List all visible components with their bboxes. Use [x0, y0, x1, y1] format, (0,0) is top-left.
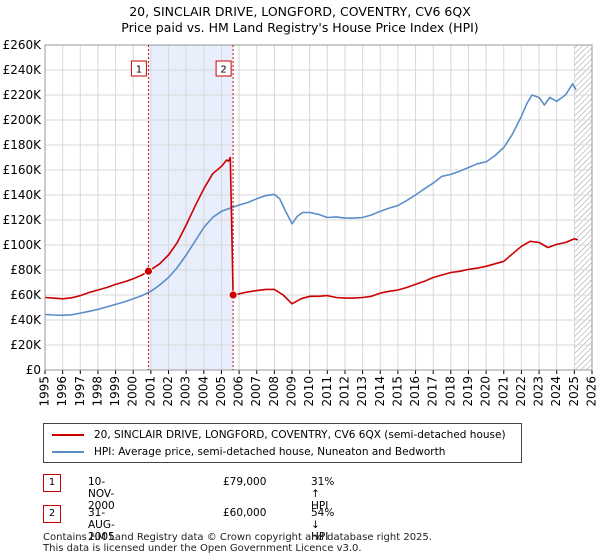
x-tick-label: 1996: [55, 376, 69, 407]
legend-item-property: 20, SINCLAIR DRIVE, LONGFORD, COVENTRY, …: [52, 427, 506, 443]
legend-item-hpi: HPI: Average price, semi-detached house,…: [52, 444, 445, 460]
marker-badge-box: [130, 60, 147, 77]
sale-point: [144, 266, 153, 276]
y-tick-label: £180K: [3, 138, 43, 152]
footer-line-2: This data is licensed under the Open Gov…: [43, 543, 362, 554]
marker-badge-box: [215, 60, 232, 77]
x-tick-label: 2004: [196, 376, 210, 407]
x-tick-label: 2001: [143, 376, 157, 407]
y-tick-label: £80K: [10, 263, 42, 277]
transaction-price: £60,000: [223, 507, 267, 519]
legend: 20, SINCLAIR DRIVE, LONGFORD, COVENTRY, …: [43, 423, 522, 463]
y-tick-label: £240K: [3, 63, 43, 77]
x-tick-label: 2026: [585, 376, 599, 407]
x-tick-label: 2005: [214, 376, 228, 407]
transaction-badge: 2: [43, 505, 61, 523]
x-tick-label: 2022: [514, 376, 528, 407]
transaction-badge: 1: [43, 474, 61, 492]
x-tick-label: 2024: [549, 376, 563, 407]
x-tick-label: 2019: [461, 376, 475, 407]
x-tick-label: 2008: [267, 376, 281, 407]
x-tick-label: 1995: [38, 376, 52, 407]
y-tick-label: £160K: [3, 163, 43, 177]
transaction-date: 10-NOV-2000: [88, 476, 115, 512]
x-tick-label: 2002: [161, 376, 175, 407]
legend-swatch-blue: [52, 451, 84, 453]
x-tick-label: 2000: [126, 376, 140, 407]
x-tick-label: 1999: [108, 376, 122, 407]
transaction-hpi-diff: 54% ↓ HPI: [311, 507, 335, 543]
transaction-hpi-diff: 31% ↑ HPI: [311, 476, 335, 512]
x-tick-label: 1998: [90, 376, 104, 407]
x-tick-label: 2014: [373, 376, 387, 407]
legend-label-property: 20, SINCLAIR DRIVE, LONGFORD, COVENTRY, …: [94, 429, 506, 441]
marker-badge-label: 1: [136, 65, 142, 76]
transaction-date: 31-AUG-2005: [88, 507, 115, 543]
x-tick-label: 2016: [408, 376, 422, 407]
y-tick-label: £40K: [10, 313, 42, 327]
price-chart: £0 £20K £40K £60K £80K £100K £120K £140K £160K £1…: [3, 38, 599, 407]
x-tick-label: 2010: [302, 376, 316, 407]
x-tick-label: 2013: [355, 376, 369, 407]
x-tick-label: 2017: [426, 376, 440, 407]
x-tick-label: 2012: [337, 376, 351, 407]
plot-area: [45, 45, 592, 370]
y-tick-label: £20K: [10, 338, 42, 352]
x-tick-label: 2025: [567, 376, 581, 407]
x-tick-label: 2011: [320, 376, 334, 407]
y-tick-label: £220K: [3, 88, 43, 102]
x-tick-label: 2006: [232, 376, 246, 407]
chart-title: 20, SINCLAIR DRIVE, LONGFORD, COVENTRY, …: [129, 4, 471, 19]
y-tick-label: £60K: [10, 288, 42, 302]
x-tick-label: 2020: [479, 376, 493, 407]
x-tick-label: 2023: [532, 376, 546, 407]
footer-line-1: Contains HM Land Registry data © Crown c…: [43, 532, 432, 543]
y-tick-label: £200K: [3, 113, 43, 127]
chart-subtitle: Price paid vs. HM Land Registry's House …: [121, 20, 479, 35]
x-tick-label: 1997: [73, 376, 87, 407]
x-tick-label: 2003: [179, 376, 193, 407]
series-line-property: [44, 156, 579, 305]
legend-label-hpi: HPI: Average price, semi-detached house,…: [94, 446, 446, 458]
plot-frame: [44, 44, 593, 371]
legend-swatch-red: [52, 434, 84, 436]
y-tick-label: £140K: [3, 188, 43, 202]
x-tick-label: 2007: [249, 376, 263, 407]
marker-badge-label: 2: [220, 65, 226, 76]
y-tick-label: £100K: [3, 238, 43, 252]
y-tick-label: £120K: [3, 213, 43, 227]
series-line-hpi: [44, 83, 577, 317]
x-tick-label: 2009: [285, 376, 299, 407]
y-tick-label: £260K: [3, 38, 43, 52]
x-tick-label: 2018: [443, 376, 457, 407]
sale-point: [228, 290, 238, 300]
shaded-region: [148, 45, 234, 370]
forecast-hatch: [574, 45, 592, 370]
x-tick-label: 2015: [390, 376, 404, 407]
footer: Contains HM Land Registry data © Crown c…: [43, 532, 432, 554]
y-tick-label: £0: [26, 363, 41, 377]
x-tick-label: 2021: [496, 376, 510, 407]
transaction-price: £79,000: [223, 476, 267, 488]
